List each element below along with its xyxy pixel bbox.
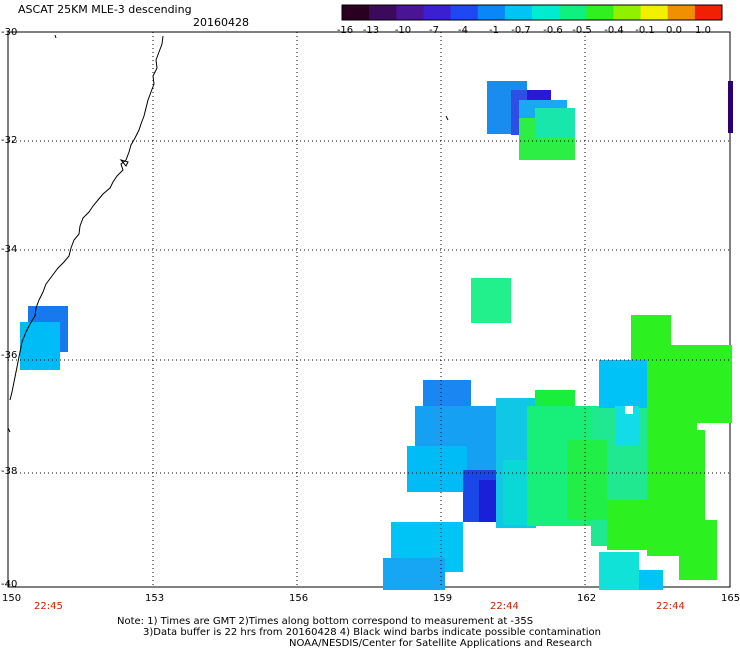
colorbar-cell xyxy=(586,5,614,20)
colorbar-tick: -4 xyxy=(458,25,468,36)
colorbar-cell xyxy=(559,5,587,20)
coastline xyxy=(9,35,164,401)
colorbar-frame xyxy=(341,4,723,21)
data-cell xyxy=(607,500,647,550)
lat-label: -34 xyxy=(1,244,18,255)
colorbar xyxy=(341,4,723,21)
colorbar-tick: -7 xyxy=(429,25,439,36)
colorbar-tick: -0.7 xyxy=(511,25,531,36)
colorbar-tick: -16 xyxy=(336,25,354,36)
note-line-1: Note: 1) Times are GMT 2)Times along bot… xyxy=(117,616,534,627)
colorbar-cell xyxy=(504,5,533,20)
data-cell xyxy=(535,390,575,410)
data-cell xyxy=(728,81,733,133)
data-cell xyxy=(20,322,60,370)
colorbar-cell xyxy=(640,5,669,20)
data-cell xyxy=(639,570,663,590)
colorbar-cells xyxy=(342,5,723,20)
lat-label: -38 xyxy=(1,466,18,477)
lat-label: -30 xyxy=(1,27,18,38)
note-line-2: 3)Data buffer is 22 hrs from 20160428 4)… xyxy=(143,627,601,638)
colorbar-tick: -0.5 xyxy=(572,25,592,36)
colorbar-cell xyxy=(613,5,642,20)
colorbar-tick: -0.6 xyxy=(543,25,563,36)
colorbar-tick: -0.1 xyxy=(635,25,655,36)
colorbar-cell xyxy=(450,5,479,20)
wind-data-cells xyxy=(20,81,733,590)
lon-label: 159 xyxy=(433,593,453,604)
colorbar-tick: -1 xyxy=(489,25,499,36)
colorbar-cell xyxy=(694,5,723,20)
time-label: 22:44 xyxy=(656,601,685,612)
colorbar-tick: -13 xyxy=(362,25,380,36)
data-cell xyxy=(655,430,705,530)
time-label: 22:44 xyxy=(490,601,519,612)
colorbar-tick: 0.0 xyxy=(666,25,682,36)
lon-label: 156 xyxy=(289,593,309,604)
lat-label: -36 xyxy=(1,350,18,361)
colorbar-tick: -10 xyxy=(394,25,412,36)
map-title: ASCAT 25KM MLE-3 descending xyxy=(18,3,192,16)
data-cell xyxy=(567,440,607,520)
grid-lines xyxy=(8,32,730,587)
data-cell xyxy=(471,278,511,323)
colorbar-cell xyxy=(423,5,452,20)
colorbar-cell xyxy=(369,5,397,20)
data-cell xyxy=(625,406,633,414)
time-label: 22:45 xyxy=(34,601,63,612)
colorbar-cell xyxy=(667,5,696,20)
lon-label: 165 xyxy=(721,593,740,604)
lat-label: -40 xyxy=(1,579,18,590)
data-cell xyxy=(599,360,647,408)
data-cell xyxy=(671,345,732,423)
lon-label: 162 xyxy=(577,593,597,604)
colorbar-cell xyxy=(342,5,370,20)
map-date: 20160428 xyxy=(193,16,249,29)
coastline-fragment xyxy=(7,427,11,433)
island-mark xyxy=(54,34,57,39)
data-cell xyxy=(407,446,467,492)
lat-label: -32 xyxy=(1,135,18,146)
coastline-inlet xyxy=(119,159,129,167)
data-cell xyxy=(383,558,445,590)
data-cell xyxy=(679,520,717,580)
colorbar-cell xyxy=(477,5,506,20)
data-cell xyxy=(535,108,575,138)
colorbar-tick: -0.4 xyxy=(604,25,624,36)
note-line-3: NOAA/NESDIS/Center for Satellite Applica… xyxy=(289,638,593,649)
island-mark xyxy=(445,115,449,121)
colorbar-cell xyxy=(532,5,560,20)
map-frame xyxy=(7,31,731,588)
data-cell xyxy=(599,552,639,590)
lon-label: 150 xyxy=(2,593,22,604)
lon-label: 153 xyxy=(145,593,165,604)
colorbar-tick: 1.0 xyxy=(695,25,711,36)
colorbar-cell xyxy=(396,5,424,20)
